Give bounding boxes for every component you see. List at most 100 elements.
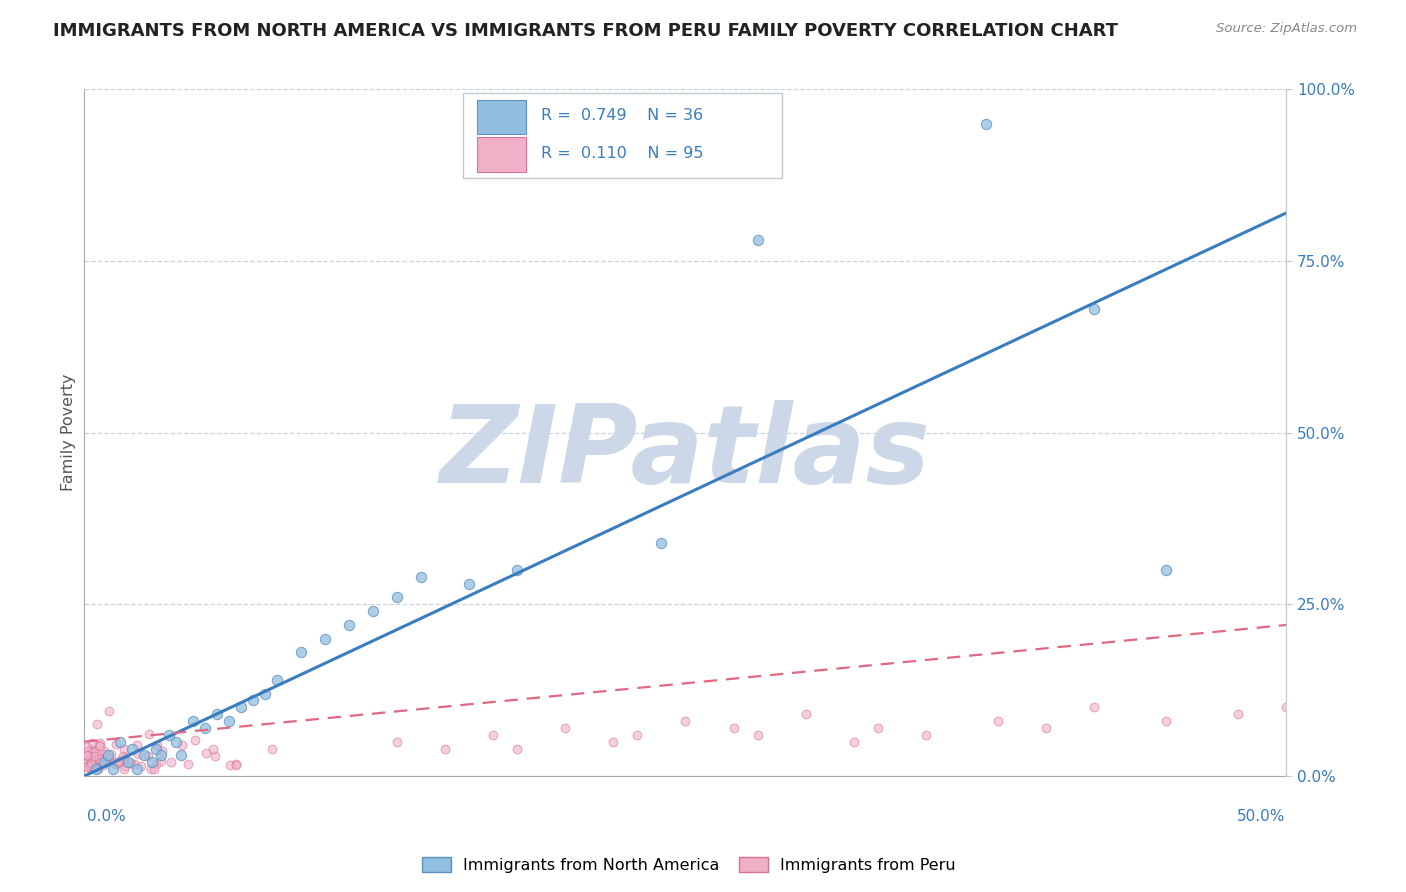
Point (77, 744, 100, 758)
Point (218, 714, 240, 728)
Point (86, 762, 108, 776)
Point (114, 758, 136, 772)
Point (434, 741, 457, 756)
Point (83, 753, 105, 767)
Point (204, 749, 226, 764)
Point (650, 535, 672, 549)
Point (97, 748, 120, 763)
Point (506, 563, 529, 577)
Point (83, 761, 105, 775)
Point (107, 755, 129, 769)
Point (134, 748, 156, 763)
Point (915, 728, 938, 742)
Point (794, 707, 817, 722)
Point (458, 576, 481, 591)
Point (866, 721, 889, 735)
Point (987, 714, 1010, 728)
Point (723, 721, 745, 735)
Point (76, 749, 98, 764)
Point (121, 741, 143, 756)
Point (194, 721, 217, 735)
Point (602, 735, 624, 749)
Point (82, 759, 104, 773)
Point (183, 733, 205, 747)
Point (89, 738, 111, 752)
Point (482, 728, 505, 742)
Point (105, 757, 128, 772)
Point (89, 737, 111, 751)
Point (76, 760, 98, 774)
Point (138, 727, 160, 741)
Point (82, 755, 104, 769)
Point (127, 762, 149, 776)
Point (83, 745, 105, 759)
Point (80, 743, 103, 757)
Point (93, 747, 115, 761)
Text: 0.0%: 0.0% (87, 809, 127, 823)
Point (80, 756, 103, 771)
Point (149, 754, 172, 768)
Point (86, 716, 108, 731)
Point (145, 756, 167, 771)
Point (76, 748, 98, 763)
Point (104, 737, 127, 751)
Point (105, 756, 128, 771)
Point (79, 757, 101, 772)
Point (385, 591, 408, 605)
Point (1156, 714, 1178, 728)
Point (169, 748, 191, 763)
Point (219, 757, 242, 772)
Point (314, 632, 336, 646)
Point (747, 728, 769, 742)
Point (145, 741, 167, 756)
Point (93, 744, 115, 758)
Point (110, 735, 132, 749)
Point (87, 752, 110, 766)
Point (361, 604, 384, 618)
Point (150, 744, 173, 758)
Point (385, 735, 408, 749)
Point (150, 748, 173, 763)
Text: IMMIGRANTS FROM NORTH AMERICA VS IMMIGRANTS FROM PERU FAMILY POVERTY CORRELATION: IMMIGRANTS FROM NORTH AMERICA VS IMMIGRA… (53, 22, 1118, 40)
Point (76, 749, 98, 764)
Point (143, 762, 166, 776)
Point (194, 746, 217, 760)
Point (1156, 563, 1178, 577)
Point (1275, 700, 1298, 714)
Point (229, 700, 252, 714)
Point (225, 757, 247, 772)
Text: R =  0.110    N = 95: R = 0.110 N = 95 (541, 145, 703, 161)
Text: ZIPatlas: ZIPatlas (440, 401, 931, 507)
Point (337, 618, 360, 632)
Y-axis label: Family Poverty: Family Poverty (60, 374, 76, 491)
Point (1083, 700, 1105, 714)
Point (260, 742, 283, 756)
Point (80, 736, 103, 750)
Point (122, 756, 145, 771)
Point (266, 673, 288, 687)
Point (103, 756, 125, 770)
Point (242, 693, 264, 707)
Point (82, 746, 104, 760)
Point (89, 739, 111, 753)
Point (181, 714, 204, 728)
Point (100, 747, 122, 761)
Point (76, 747, 98, 762)
Point (98, 750, 121, 764)
Point (114, 756, 136, 770)
Point (76, 759, 98, 773)
Point (120, 756, 142, 771)
Point (127, 747, 149, 761)
Point (93, 757, 115, 772)
Point (141, 756, 163, 770)
Point (112, 748, 135, 763)
Point (83, 748, 105, 763)
Point (290, 645, 312, 659)
Point (139, 762, 162, 776)
Point (409, 570, 432, 584)
Point (138, 748, 160, 763)
Point (177, 757, 200, 772)
Text: 50.0%: 50.0% (1237, 809, 1285, 823)
Point (160, 755, 183, 769)
Point (131, 758, 153, 772)
